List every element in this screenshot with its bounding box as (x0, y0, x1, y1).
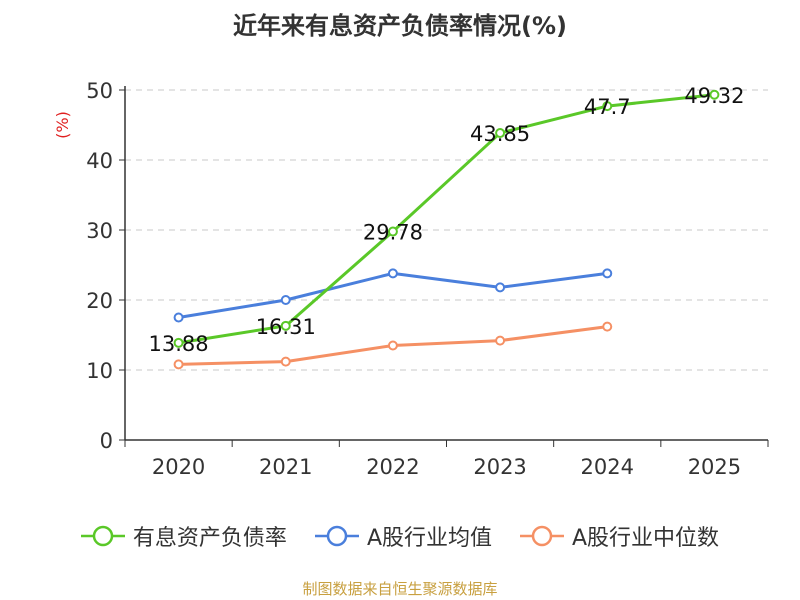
data-point (280, 295, 291, 305)
legend-item[interactable]: A股行业中位数 (520, 520, 719, 552)
data-label: 13.88 (149, 332, 209, 356)
y-tick-label: 40 (86, 149, 113, 173)
x-tick-label: 2020 (152, 455, 205, 479)
axes: 0 10 20 30 40 50 (%) 2020 2021 2022 2023 2024 2025 (53, 79, 769, 479)
data-point (387, 226, 398, 237)
legend-item[interactable]: A股行业均值 (314, 520, 492, 552)
data-point (709, 89, 720, 100)
legend-swatch-icon (80, 525, 125, 547)
data-point (280, 320, 291, 331)
x-tick-label: 2022 (366, 455, 419, 479)
data-label: 43.85 (470, 122, 530, 146)
series-lines (173, 89, 720, 370)
data-point (387, 340, 398, 351)
legend-label: 有息资产负债率 (132, 526, 287, 551)
legend: 有息资产负债率 A股行业均值 A股行业中位数 (0, 520, 800, 552)
grid-lines (125, 89, 768, 371)
data-point (173, 359, 184, 370)
data-point (387, 268, 398, 279)
x-tick-label: 2021 (259, 455, 312, 479)
legend-item[interactable]: 有息资产负债率 (80, 520, 287, 552)
data-point (280, 356, 291, 367)
data-point (495, 282, 506, 293)
data-point (602, 268, 613, 279)
data-label: 16.31 (256, 315, 316, 339)
series-line (178, 271, 608, 319)
data-point (602, 101, 613, 112)
x-tick-label: 2023 (473, 455, 526, 479)
data-point (602, 321, 613, 332)
y-tick-label: 20 (86, 289, 113, 313)
y-axis-label: (%) (53, 111, 72, 139)
data-label: 47.7 (584, 95, 631, 119)
data-point (495, 335, 506, 346)
y-tick-label: 30 (86, 219, 113, 243)
series-line (178, 93, 715, 345)
data-point (173, 312, 184, 323)
data-labels: 13.88 16.31 29.78 43.85 47.7 49.32 (149, 84, 745, 356)
source-note: 制图数据来自恒生聚源数据库 (302, 580, 498, 598)
y-tick-label: 10 (86, 359, 113, 383)
chart-title: 近年来有息资产负债率情况(%) (233, 12, 567, 40)
x-tick-label: 2025 (688, 455, 741, 479)
legend-label: A股行业均值 (366, 526, 492, 551)
data-point (173, 337, 184, 348)
y-tick-label: 50 (86, 79, 113, 103)
data-label: 29.78 (363, 221, 423, 245)
legend-swatch-icon (520, 525, 564, 547)
legend-label: A股行业中位数 (572, 526, 720, 551)
legend-swatch-icon (314, 525, 359, 547)
data-label: 49.32 (684, 84, 744, 108)
y-tick-label: 0 (100, 429, 113, 453)
data-point (495, 128, 506, 139)
x-tick-label: 2024 (581, 455, 634, 479)
